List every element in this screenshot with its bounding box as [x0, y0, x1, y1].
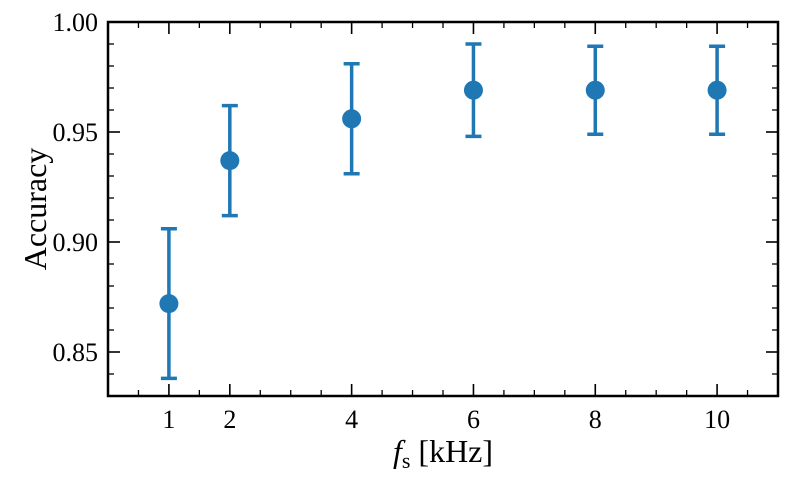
y-tick-label: 1.00 [53, 8, 99, 37]
y-tick-label: 0.95 [53, 118, 99, 147]
x-tick-labels: 1 2 4 6 8 10 [162, 405, 730, 434]
data-point [585, 80, 605, 100]
x-axis-label-subscript: s [402, 448, 411, 473]
x-tick-label: 1 [162, 405, 175, 434]
data-point [220, 151, 240, 171]
x-tick-label: 4 [345, 405, 358, 434]
y-tick-labels: 0.85 0.90 0.95 1.00 [53, 8, 99, 367]
y-tick-label: 0.85 [53, 338, 99, 367]
x-tick-label: 8 [589, 405, 602, 434]
data-point [159, 294, 179, 314]
data-points [159, 80, 727, 314]
x-axis-label-unit: [kHz] [410, 433, 493, 469]
y-axis-ticks [108, 21, 778, 375]
data-point [463, 80, 483, 100]
plot-frame [106, 20, 780, 398]
y-tick-label: 0.90 [53, 228, 99, 257]
x-tick-label: 10 [704, 405, 730, 434]
x-axis-ticks [137, 22, 749, 396]
data-point [707, 80, 727, 100]
y-axis-label: Accuracy [17, 148, 53, 271]
x-axis-label: fs [kHz] [393, 433, 493, 473]
x-tick-label: 6 [467, 405, 480, 434]
data-point [342, 109, 362, 129]
x-tick-label: 2 [223, 405, 236, 434]
error-bars [160, 42, 726, 381]
